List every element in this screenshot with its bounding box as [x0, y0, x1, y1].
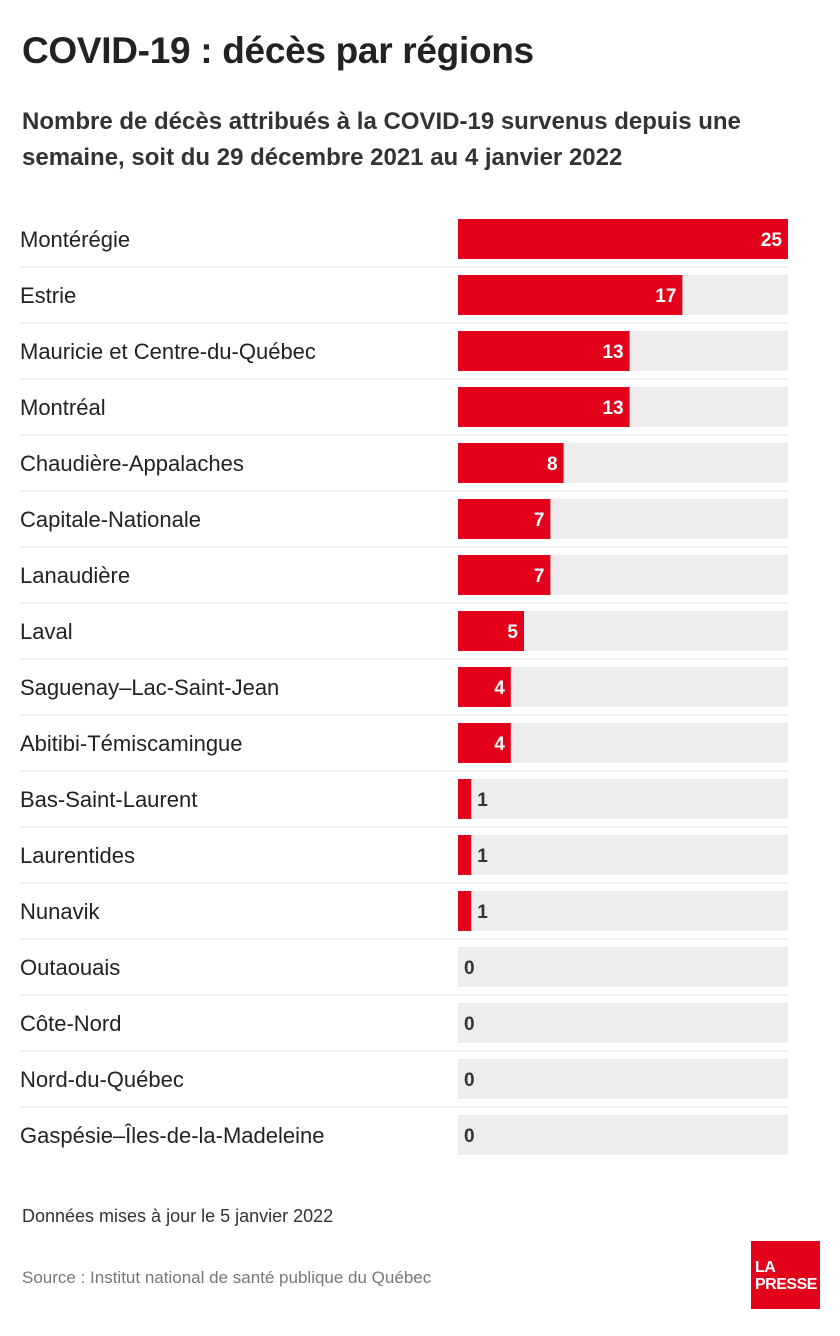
value-label: 1: [477, 790, 488, 811]
bar-track: [458, 835, 788, 875]
value-label: 8: [547, 454, 558, 475]
bar: [458, 779, 472, 819]
bar: [458, 443, 564, 483]
value-label: 25: [761, 230, 783, 251]
category-label: Laurentides: [20, 843, 135, 868]
bar-track: [458, 1003, 788, 1043]
bar: [458, 835, 472, 875]
la-presse-logo: LA PRESSE: [751, 1241, 820, 1309]
value-label: 1: [477, 846, 488, 867]
chart-title: COVID-19 : décès par régions: [22, 30, 534, 71]
logo-line-1: LA: [755, 1259, 776, 1276]
value-label: 0: [464, 958, 475, 979]
bar-track: [458, 667, 788, 707]
bar-track: [458, 947, 788, 987]
category-label: Abitibi-Témiscamingue: [20, 731, 243, 756]
value-label: 0: [464, 1014, 475, 1035]
value-label: 7: [534, 566, 545, 587]
value-label: 0: [464, 1070, 475, 1091]
value-label: 4: [494, 734, 505, 755]
category-label: Lanaudière: [20, 563, 130, 588]
bar: [458, 555, 551, 595]
logo-line-2: PRESSE: [755, 1276, 817, 1293]
bar: [458, 611, 524, 651]
category-label: Laval: [20, 619, 73, 644]
category-label: Bas-Saint-Laurent: [20, 787, 197, 812]
value-label: 13: [602, 342, 623, 363]
bar: [458, 331, 630, 371]
value-label: 5: [507, 622, 518, 643]
bar: [458, 219, 788, 259]
value-label: 17: [655, 286, 676, 307]
category-label: Chaudière-Appalaches: [20, 451, 244, 476]
bar-track: [458, 1059, 788, 1099]
bar: [458, 891, 472, 931]
value-label: 4: [494, 678, 505, 699]
category-label: Nord-du-Québec: [20, 1067, 184, 1092]
bar-track: [458, 779, 788, 819]
category-label: Capitale-Nationale: [20, 507, 201, 532]
bar: [458, 723, 511, 763]
value-label: 7: [534, 510, 545, 531]
chart-subtitle: Nombre de décès attribués à la COVID-19 …: [22, 108, 741, 171]
category-label: Côte-Nord: [20, 1011, 121, 1036]
category-label: Saguenay–Lac-Saint-Jean: [20, 675, 279, 700]
source-note: Source : Institut national de santé publ…: [22, 1268, 432, 1287]
bar: [458, 387, 630, 427]
bar: [458, 667, 511, 707]
bar: [458, 275, 683, 315]
category-label: Montréal: [20, 395, 106, 420]
value-label: 13: [602, 398, 623, 419]
value-label: 0: [464, 1126, 475, 1147]
category-label: Mauricie et Centre-du-Québec: [20, 339, 316, 364]
bar-track: [458, 1115, 788, 1155]
category-label: Estrie: [20, 283, 76, 308]
bar-track: [458, 723, 788, 763]
category-label: Montérégie: [20, 227, 130, 252]
category-label: Gaspésie–Îles-de-la-Madeleine: [20, 1123, 325, 1148]
category-label: Nunavik: [20, 899, 100, 924]
bar: [458, 499, 551, 539]
value-label: 1: [477, 902, 488, 923]
category-label: Outaouais: [20, 955, 120, 980]
update-note: Données mises à jour le 5 janvier 2022: [22, 1206, 334, 1226]
bar-track: [458, 891, 788, 931]
